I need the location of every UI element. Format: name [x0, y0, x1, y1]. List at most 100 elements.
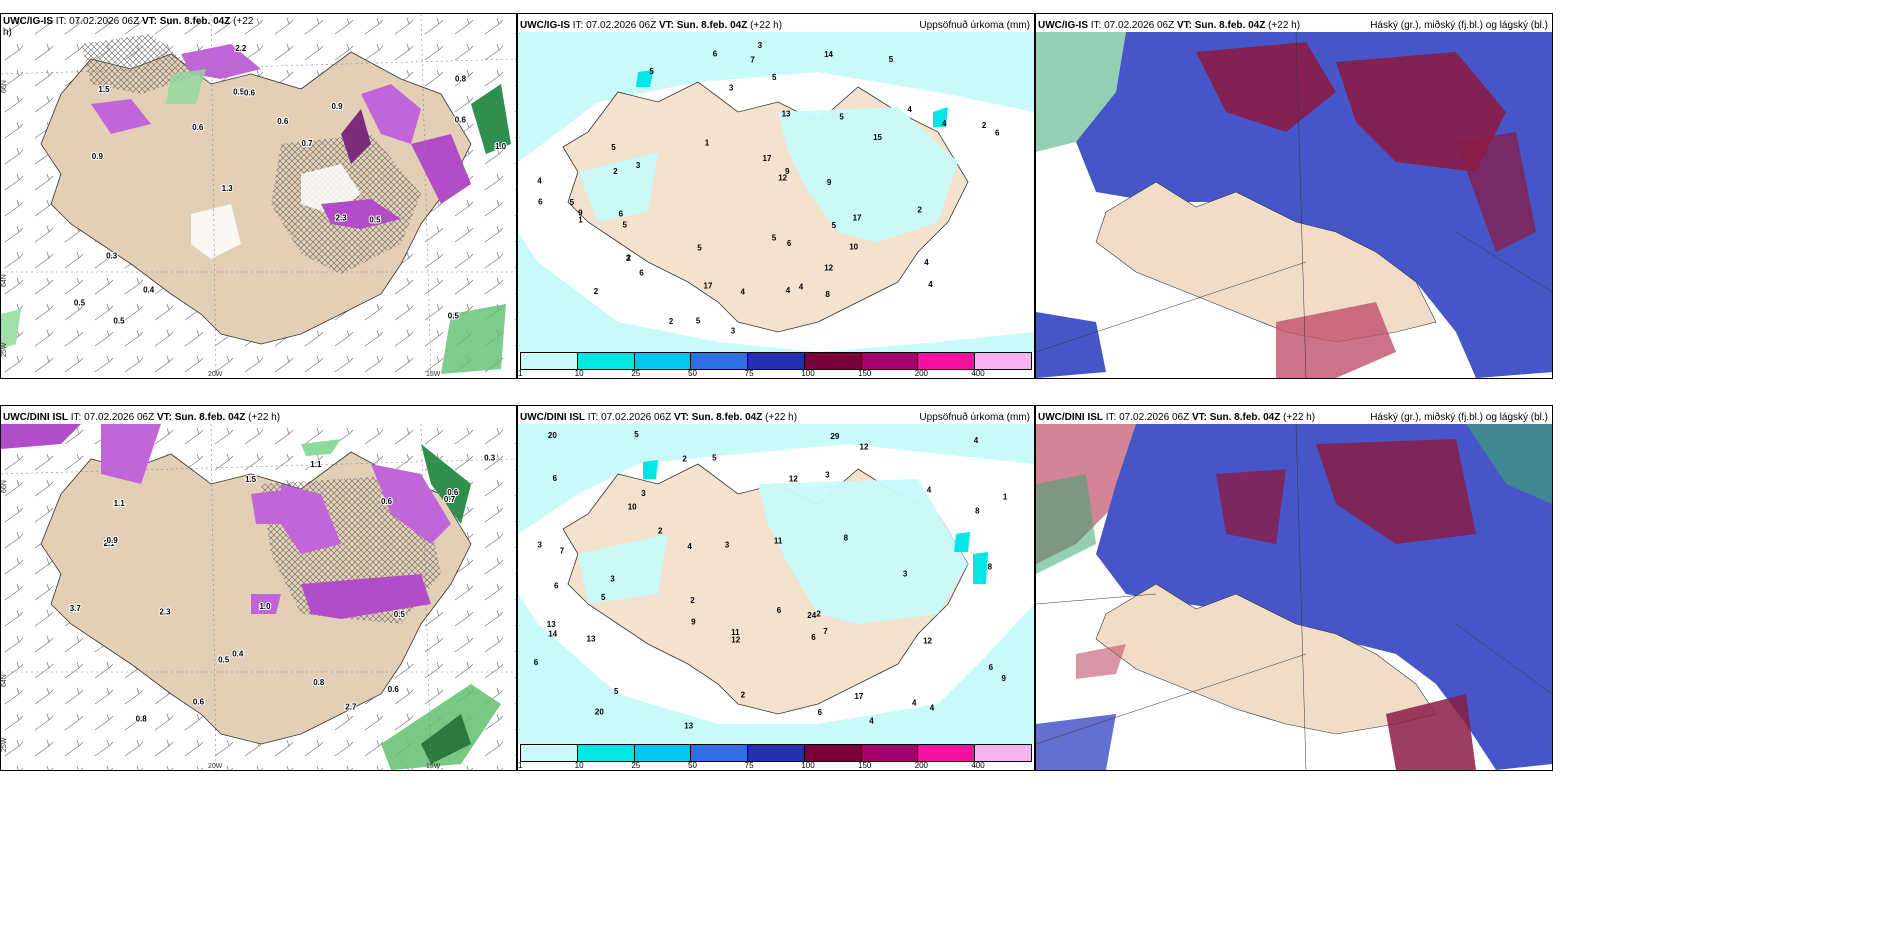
precip-value-label: 4: [927, 486, 932, 495]
snow-depth-label: 0.5: [113, 316, 125, 325]
snow-depth-label: 0.3: [484, 453, 496, 462]
snow-depth-label: 0.5: [394, 610, 406, 619]
precip-value-label: 5: [712, 453, 717, 462]
precip-value-label: 2: [669, 317, 674, 326]
precip-value-label: 7: [560, 547, 565, 556]
lon-label-25w: 25W: [1, 737, 8, 752]
snow-depth-label: 0.6: [193, 697, 205, 706]
snow-depth-label: 1.5: [245, 475, 257, 484]
panel-ig-is-snow: UWC/IG-IS IT: 07.02.2026 06Z VT: Sun. 8.…: [0, 13, 517, 379]
lon-label-15w: 15W: [426, 763, 441, 770]
precip-value-label: 4: [928, 280, 933, 289]
precip-value-label: 6: [787, 239, 792, 248]
precip-value-label: 6: [534, 658, 539, 667]
map-area[interactable]: 7 7 4 6 2 3 3 2 4 11 5 3 13 11 12 6 8 14 13 10 13 24 12 20 20 29 1…: [518, 424, 1034, 744]
precip-value-label: 12: [731, 635, 740, 644]
snow-depth-label: 0.8: [136, 715, 148, 724]
precip-value-label: 2: [594, 287, 599, 296]
map-area[interactable]: [1036, 32, 1552, 378]
precip-value-label: 4: [741, 288, 746, 297]
lat-label-64: 64N: [1, 274, 8, 287]
precip-value-label: 5: [623, 220, 628, 229]
precip-value-label: 13: [684, 722, 693, 731]
colorbar-swatches: [520, 352, 1032, 370]
colorbar-label: 100: [801, 761, 815, 770]
snow-depth-label: 0.4: [232, 650, 244, 659]
map-area[interactable]: 66N 64N 25W 20W 15W 0.5 0.9 0.8 1.3 0.9 0.5 0.…: [1, 14, 516, 378]
colorbar-label: 75: [744, 369, 754, 378]
panel-subtitle: Uppsöfnuð úrkoma (mm): [919, 412, 1030, 423]
precip-value-label: 5: [696, 316, 701, 325]
snow-depth-label: 0.5: [233, 88, 245, 97]
precip-value-label: 17: [704, 281, 713, 290]
snow-depth-label: 0.6: [277, 117, 289, 126]
colorbar-labels: 1 10 25 50 75 100 150 200 400: [518, 761, 1034, 770]
snow-depth-label: 0.6: [455, 116, 467, 125]
precip-value-label: 9: [691, 617, 696, 626]
precip-value-label: 3: [903, 570, 908, 579]
precip-value-label: 20: [548, 431, 557, 440]
cloud-map-svg: [1036, 32, 1552, 378]
colorbar-label: 400: [971, 369, 985, 378]
precip-value-label: 20: [595, 707, 604, 716]
precip-value-label: 9: [1002, 674, 1007, 683]
precip-value-label: 2: [613, 167, 618, 176]
snow-map-svg: 66N 64N 25W 20W 15W 0.50.90.81.30.90.50.…: [1, 14, 516, 378]
panel-title: UWC/DINI ISL IT: 07.02.2026 06Z VT: Sun.…: [520, 412, 798, 423]
lon-label-20w: 20W: [208, 763, 223, 770]
snow-depth-label: 0.4: [143, 286, 155, 295]
snow-depth-label: 0.9: [92, 152, 104, 161]
precip-value-label: 12: [778, 174, 787, 183]
colorbar-label: 100: [801, 369, 815, 378]
colorbar-swatch: [804, 353, 862, 369]
snow-depth-label: 0.5: [74, 298, 86, 307]
precip-value-label: 4: [942, 119, 947, 128]
precip-value-label: 12: [789, 474, 798, 483]
precip-value-label: 6: [554, 582, 559, 591]
precip-value-label: 11: [731, 628, 740, 637]
map-area[interactable]: [1036, 424, 1552, 770]
precip-value-label: 5: [649, 67, 654, 76]
precip-value-label: 2: [682, 455, 687, 464]
snow-depth-label: 0.7: [444, 495, 456, 504]
precip-value-label: 4: [799, 283, 804, 292]
snow-depth-label: 0.7: [302, 139, 314, 148]
map-area[interactable]: 66N 64N 25W 20W 15W 0.5 0.4 1.1 0.8 1.5 0.6 0.…: [1, 424, 516, 770]
panel-dini-snow: UWC/DINI ISL IT: 07.02.2026 06Z VT: Sun.…: [0, 405, 517, 771]
precip-value-label: 5: [772, 73, 777, 82]
precip-value-label: 6: [811, 633, 816, 642]
precip-value-label: 9: [827, 178, 832, 187]
snow-depth-label: 0.5: [218, 655, 230, 664]
colorbar-swatch: [918, 353, 976, 369]
precip-value-label: 2: [627, 253, 632, 262]
precip-value-label: 4: [974, 436, 979, 445]
snow-depth-label: 0.5: [448, 312, 460, 321]
precip-value-label: 4: [537, 176, 542, 185]
precip-value-label: 5: [601, 593, 606, 602]
precip-value-label: 6: [777, 606, 782, 615]
map-area[interactable]: 2 5 5 4 6 3 5 2 4 15 5 3 10 12 3 6 4 4 3 5 8 7 3 9 17 17 9 14 13 17 5 6…: [518, 32, 1034, 352]
precip-value-label: 3: [758, 41, 763, 50]
precip-value-label: 3: [731, 327, 736, 336]
colorbar-label: 150: [858, 369, 872, 378]
snow-values: 0.50.90.81.30.90.50.50.60.30.60.50.40.60…: [73, 43, 508, 326]
iceland-land: [1095, 181, 1437, 343]
panel-subtitle: Háský (gr.), miðský (fj.bl.) og lágský (…: [1370, 20, 1548, 31]
precip-value-label: 1: [578, 216, 583, 225]
panel-title: UWC/IG-IS IT: 07.02.2026 06Z VT: Sun. 8.…: [3, 16, 254, 38]
snow-depth-label: 0.8: [313, 678, 325, 687]
colorbar: 1 10 25 50 75 100 150 200 400: [518, 352, 1034, 378]
precip-value-label: 3: [825, 470, 830, 479]
colorbar-label: 150: [858, 761, 872, 770]
panel-subtitle: Háský (gr.), miðský (fj.bl.) og lágský (…: [1370, 412, 1548, 423]
precip-value-label: 3: [641, 489, 646, 498]
snow-depth-label: 1.0: [495, 142, 507, 151]
precip-value-label: 5: [634, 430, 639, 439]
precip-value-label: 3: [626, 254, 631, 263]
precip-value-label: 8: [975, 507, 980, 516]
precip-value-label: 8: [825, 290, 830, 299]
snow-depth-label: 0.6: [447, 488, 459, 497]
snow-depth-label: 0.3: [106, 252, 118, 261]
snow-depth-label: 2.3: [159, 608, 171, 617]
precip-value-label: 5: [832, 221, 837, 230]
